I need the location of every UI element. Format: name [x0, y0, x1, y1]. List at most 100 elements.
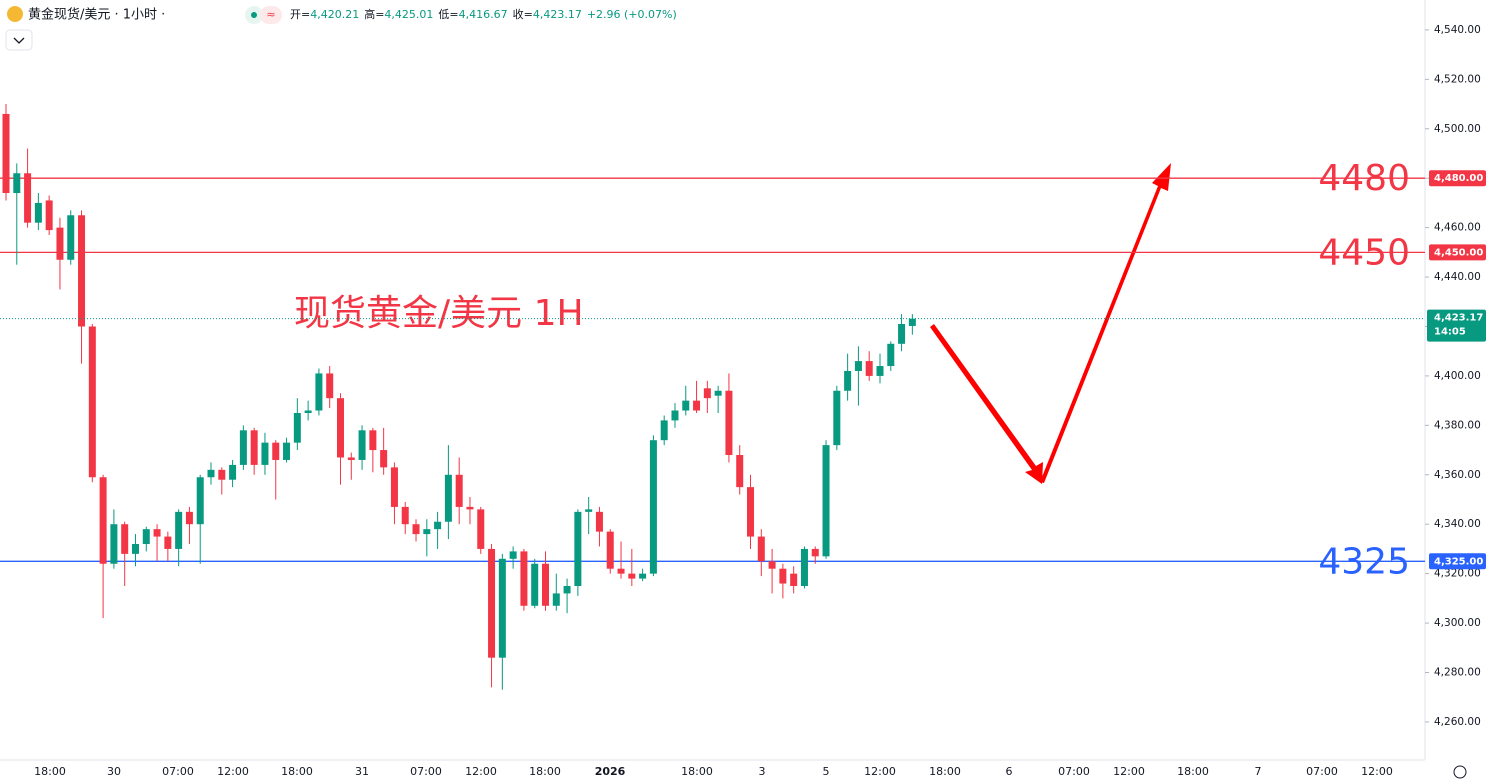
candle-body — [326, 373, 334, 399]
candle-body — [736, 455, 744, 488]
candle-body — [131, 543, 139, 554]
candle-body — [639, 573, 647, 579]
candle-body — [488, 548, 496, 658]
candle-body — [757, 536, 765, 562]
x-tick-label: 5 — [823, 765, 830, 778]
feed-icon: ≈ — [266, 8, 275, 21]
candle-body — [153, 529, 161, 537]
candle-body — [250, 430, 258, 465]
ohlc-value: 4,423.17 — [533, 8, 582, 21]
y-tick-label: 4,540.00 — [1434, 24, 1481, 36]
x-tick-label: 18:00 — [681, 765, 713, 778]
x-tick-label: 6 — [1006, 765, 1013, 778]
candle-body — [542, 563, 549, 606]
candle-body — [412, 524, 420, 535]
candle-body — [455, 474, 463, 507]
candle-body — [13, 173, 21, 194]
candle-body — [121, 524, 129, 554]
symbol-icon — [7, 6, 23, 22]
y-tick-label: 4,400.00 — [1434, 370, 1481, 382]
last-price-tag: 4,423.17 — [1434, 313, 1483, 324]
ohlc-value: 4,420.21 — [310, 8, 359, 21]
collapse-icon — [13, 37, 25, 44]
candle-body — [380, 450, 388, 468]
candle-body — [574, 511, 582, 587]
x-tick-label: 12:00 — [1361, 765, 1393, 778]
x-tick-label: 18:00 — [281, 765, 313, 778]
candle-body — [401, 506, 409, 525]
candle-body — [358, 430, 366, 460]
candle-body — [649, 440, 657, 574]
x-tick-label: 07:00 — [1306, 765, 1338, 778]
x-tick-label: 07:00 — [410, 765, 442, 778]
y-tick-label: 4,460.00 — [1434, 222, 1481, 234]
candle-body — [229, 464, 237, 480]
candle-body — [56, 227, 64, 260]
candle-body — [315, 373, 323, 411]
candle-body — [218, 469, 226, 480]
status-dot — [251, 12, 257, 18]
candle-body — [34, 202, 42, 223]
candle-body — [207, 469, 215, 478]
candle-body — [477, 509, 485, 549]
candle-body — [88, 326, 96, 478]
settings-icon[interactable] — [1453, 765, 1467, 779]
candle-body — [509, 551, 517, 559]
level-tag: 4,480.00 — [1434, 173, 1483, 184]
collapse-button[interactable] — [5, 29, 33, 51]
x-tick-label: 07:00 — [1058, 765, 1090, 778]
candle-body — [24, 173, 32, 223]
x-tick-label: 12:00 — [465, 765, 497, 778]
candle-body — [434, 521, 442, 530]
candle-body — [423, 529, 431, 535]
y-tick-label: 4,360.00 — [1434, 469, 1481, 481]
candle-body — [78, 215, 86, 327]
candle-body — [693, 400, 701, 411]
candle-body — [466, 506, 474, 510]
candle-body — [444, 474, 452, 522]
candle-body — [99, 477, 107, 564]
candle-body — [714, 390, 722, 396]
candle-body — [790, 573, 798, 587]
candle-body — [563, 586, 571, 594]
annotation: 现货黄金/美元 1H — [294, 293, 584, 334]
candle-body — [347, 457, 355, 460]
ohlc-header: 开=4,420.21 高=4,425.01 低=4,416.67 收=4,423.17… — [290, 7, 677, 21]
level-label: 4325 — [1318, 541, 1410, 582]
candle-body — [822, 445, 830, 557]
feed-pill — [260, 6, 282, 24]
y-tick-label: 4,500.00 — [1434, 123, 1481, 135]
ohlc-label: 低= — [438, 8, 458, 21]
ohlc-value: 4,425.01 — [384, 8, 433, 21]
candle-body — [304, 410, 312, 413]
y-tick-label: 4,320.00 — [1434, 568, 1481, 580]
candle-body — [293, 412, 301, 443]
ohlc-label: 高= — [364, 7, 384, 21]
candle-body — [531, 563, 539, 606]
candle-body — [67, 215, 75, 260]
y-tick-label: 4,260.00 — [1434, 716, 1481, 728]
x-tick-label: 07:00 — [162, 765, 194, 778]
candle-body — [779, 568, 787, 584]
level-tag: 4,325.00 — [1434, 556, 1483, 567]
candle-body — [833, 390, 841, 446]
candle-body — [768, 561, 776, 569]
x-tick-label: 2026 — [595, 765, 626, 778]
x-tick-label: 18:00 — [529, 765, 561, 778]
candle-body — [369, 430, 377, 451]
countdown: 14:05 — [1434, 327, 1466, 338]
level-label: 4480 — [1318, 158, 1410, 199]
candle-body — [660, 420, 668, 441]
symbol-title: 黄金现货/美元 · 1小时 · — [28, 7, 165, 23]
x-tick-label: 18:00 — [929, 765, 961, 778]
candle-body — [261, 442, 269, 465]
x-tick-label: 3 — [759, 765, 766, 778]
y-tick-label: 4,300.00 — [1434, 617, 1481, 629]
candle-body — [390, 467, 398, 507]
candle-body — [110, 524, 118, 564]
level-tag: 4,450.00 — [1434, 247, 1483, 258]
candle-body — [898, 324, 906, 344]
